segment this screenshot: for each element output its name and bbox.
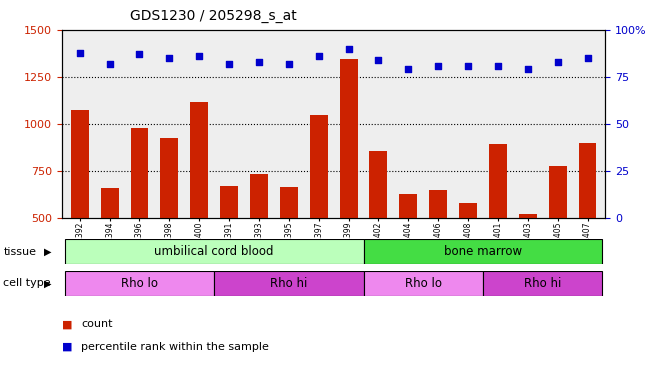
Bar (214, 271, 363, 296)
Point (164, 55, 174, 61)
Point (373, 57, 383, 63)
Bar (340, 59, 357, 311)
Text: percentile rank within the sample: percentile rank within the sample (81, 342, 270, 352)
Bar (65, 239, 363, 264)
Bar (459, 202, 477, 311)
Bar (310, 116, 327, 311)
Point (314, 53, 324, 59)
Point (433, 63, 443, 69)
Bar (363, 239, 602, 264)
Bar (220, 186, 238, 311)
Bar (489, 144, 507, 311)
Point (463, 63, 473, 69)
Point (343, 46, 353, 52)
Bar (363, 271, 483, 296)
Bar (190, 102, 208, 311)
Text: Rho hi: Rho hi (270, 277, 307, 290)
Text: cell type: cell type (3, 279, 51, 288)
Text: count: count (81, 320, 113, 329)
Text: ■: ■ (62, 342, 72, 352)
Bar (65, 271, 214, 296)
Bar (519, 214, 536, 311)
Text: Rho lo: Rho lo (405, 277, 442, 290)
Bar (101, 188, 118, 311)
Point (254, 59, 264, 65)
Point (134, 51, 145, 57)
Bar (399, 194, 417, 311)
Point (403, 66, 413, 72)
Point (284, 61, 294, 67)
Text: bone marrow: bone marrow (444, 245, 522, 258)
Bar (160, 138, 178, 311)
Point (493, 63, 503, 69)
Text: ▶: ▶ (44, 279, 52, 288)
Bar (280, 187, 298, 311)
Point (194, 53, 204, 59)
Text: tissue: tissue (3, 247, 36, 256)
Text: GDS1230 / 205298_s_at: GDS1230 / 205298_s_at (130, 9, 297, 23)
Point (75, 50, 85, 55)
Point (553, 59, 563, 65)
Bar (579, 144, 596, 311)
Point (224, 61, 234, 67)
Bar (370, 151, 387, 311)
Point (582, 55, 592, 61)
Point (104, 61, 115, 67)
Text: ▶: ▶ (44, 247, 52, 256)
Bar (483, 271, 602, 296)
Bar (429, 190, 447, 311)
Text: Rho lo: Rho lo (121, 277, 158, 290)
Point (523, 66, 533, 72)
Text: ■: ■ (62, 320, 72, 329)
Bar (549, 166, 566, 311)
Bar (250, 174, 268, 311)
Text: Rho hi: Rho hi (524, 277, 561, 290)
Text: umbilical cord blood: umbilical cord blood (154, 245, 274, 258)
Bar (71, 110, 89, 311)
Bar (131, 128, 148, 311)
